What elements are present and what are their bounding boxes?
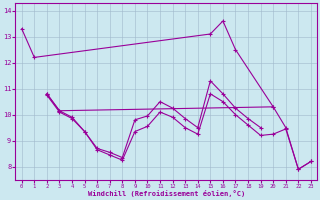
X-axis label: Windchill (Refroidissement éolien,°C): Windchill (Refroidissement éolien,°C) (88, 190, 245, 197)
